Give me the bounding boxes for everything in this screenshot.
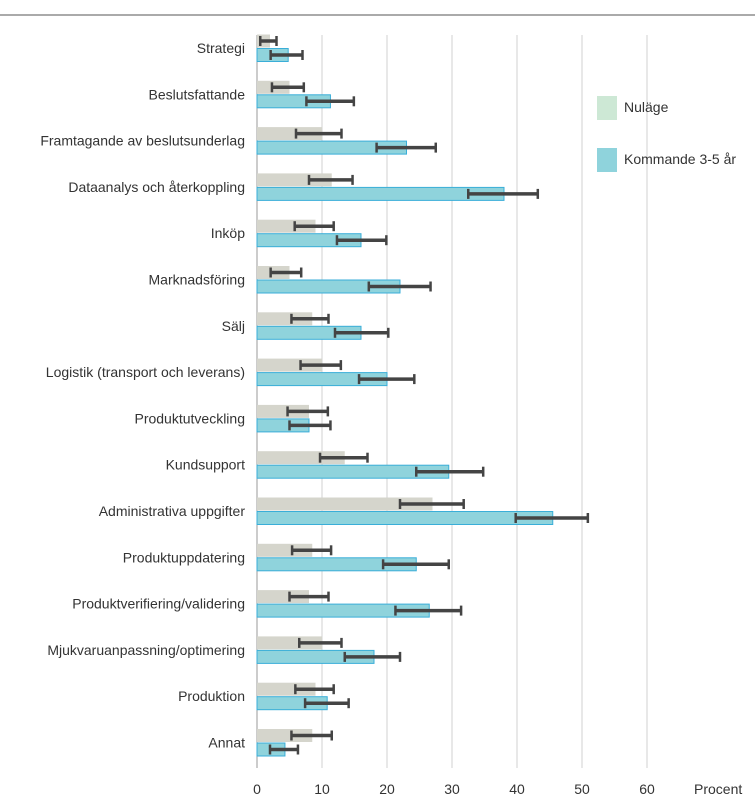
bar-nulage [257, 219, 316, 233]
category-label: Administrativa uppgifter [99, 503, 246, 519]
legend-swatch [597, 96, 617, 120]
x-tick-label: 50 [574, 781, 590, 797]
bar-nulage [257, 451, 345, 465]
x-tick-label: 20 [379, 781, 395, 797]
bar-nulage [257, 590, 309, 604]
bar-nulage [257, 312, 313, 326]
bar-kommande [256, 511, 554, 525]
category-label: Sälj [222, 318, 245, 334]
category-label: Kundsupport [166, 457, 246, 473]
x-tick-label: 60 [639, 781, 655, 797]
bar-nulage [257, 543, 313, 557]
bar-nulage [257, 497, 433, 511]
x-axis-ticks: 0 10 20 30 40 50 60 [253, 781, 655, 797]
x-tick-label: 40 [509, 781, 525, 797]
x-tick-label: 0 [253, 781, 261, 797]
category-label: Inköp [211, 225, 245, 241]
bar-nulage [257, 729, 313, 742]
legend-label: Kommande 3-5 år [624, 151, 736, 167]
x-tick-label: 30 [444, 781, 460, 797]
bar-nulage [257, 173, 332, 187]
category-labels: Strategi Beslutsfattande Framtagande av be… [40, 40, 245, 751]
bar-nulage [257, 127, 322, 141]
error-bars [259, 36, 590, 755]
x-tick-label: 10 [314, 781, 330, 797]
category-label: Produktion [178, 688, 245, 704]
bar-nulage [257, 636, 322, 650]
category-label: Beslutsfattande [148, 86, 245, 102]
legend-label: Nuläge [624, 99, 669, 115]
category-label: Strategi [197, 40, 245, 56]
x-axis-label: Procent [694, 781, 742, 797]
legend: Nuläge Kommande 3-5 år [597, 96, 736, 172]
grid-lines [256, 35, 648, 768]
category-label: Produktverifiering/validering [72, 596, 245, 612]
bar-series [256, 34, 554, 757]
category-label: Produktuppdatering [123, 549, 245, 565]
category-label: Marknadsföring [149, 272, 246, 288]
category-label: Mjukvaruanpassning/optimering [47, 642, 245, 658]
category-label: Produktutveckling [134, 410, 245, 426]
legend-swatch [597, 148, 617, 172]
bar-nulage [257, 358, 322, 372]
category-label: Annat [208, 735, 245, 751]
category-label: Dataanalys och återkoppling [68, 179, 245, 195]
category-label: Logistik (transport och leverans) [46, 364, 245, 380]
category-label: Framtagande av beslutsunderlag [40, 133, 245, 149]
bar-kommande [256, 186, 505, 201]
bar-nulage [257, 404, 309, 418]
bar-nulage [257, 682, 316, 696]
